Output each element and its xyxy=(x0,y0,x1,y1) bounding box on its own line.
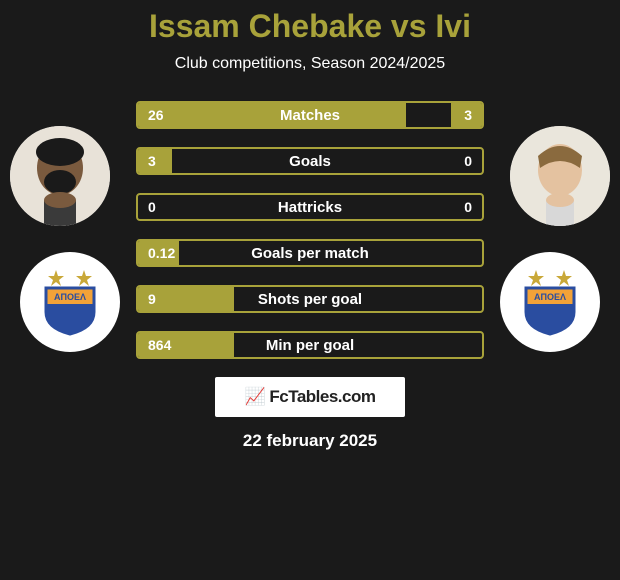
branding-text: FcTables.com xyxy=(269,387,375,406)
stats-bars: 26Matches33Goals00Hattricks00.12Goals pe… xyxy=(136,101,484,359)
stat-row: 26Matches3 xyxy=(136,101,484,129)
branding-badge[interactable]: 📈 FcTables.com xyxy=(215,377,405,417)
club-right-badge: ΑΠΟΕΛ xyxy=(500,252,600,352)
stat-label: Hattricks xyxy=(138,195,482,219)
stat-value-right: 0 xyxy=(464,149,472,173)
stat-label: Min per goal xyxy=(138,333,482,357)
stat-row: 0.12Goals per match xyxy=(136,239,484,267)
stat-row: 9Shots per goal xyxy=(136,285,484,313)
stat-value-right: 3 xyxy=(464,103,472,127)
page-subtitle: Club competitions, Season 2024/2025 xyxy=(0,55,620,73)
stat-label: Goals per match xyxy=(138,241,482,265)
branding-icon: 📈 xyxy=(244,387,269,406)
player-left-avatar xyxy=(10,126,110,226)
stat-row: 3Goals0 xyxy=(136,147,484,175)
club-left-badge: ΑΠΟΕΛ xyxy=(20,252,120,352)
player-left-face-icon xyxy=(10,126,110,226)
date-text: 22 february 2025 xyxy=(0,431,620,451)
svg-text:ΑΠΟΕΛ: ΑΠΟΕΛ xyxy=(54,292,86,302)
stat-label: Matches xyxy=(138,103,482,127)
stat-value-right: 0 xyxy=(464,195,472,219)
stat-row: 864Min per goal xyxy=(136,331,484,359)
svg-text:ΑΠΟΕΛ: ΑΠΟΕΛ xyxy=(534,292,566,302)
player-right-avatar xyxy=(510,126,610,226)
club-right-crest-icon: ΑΠΟΕΛ xyxy=(516,268,584,336)
stat-row: 0Hattricks0 xyxy=(136,193,484,221)
comparison-card: Issam Chebake vs Ivi Club competitions, … xyxy=(0,0,620,580)
stat-label: Goals xyxy=(138,149,482,173)
stat-label: Shots per goal xyxy=(138,287,482,311)
page-title: Issam Chebake vs Ivi xyxy=(0,8,620,45)
player-right-face-icon xyxy=(510,126,610,226)
club-left-crest-icon: ΑΠΟΕΛ xyxy=(36,268,104,336)
